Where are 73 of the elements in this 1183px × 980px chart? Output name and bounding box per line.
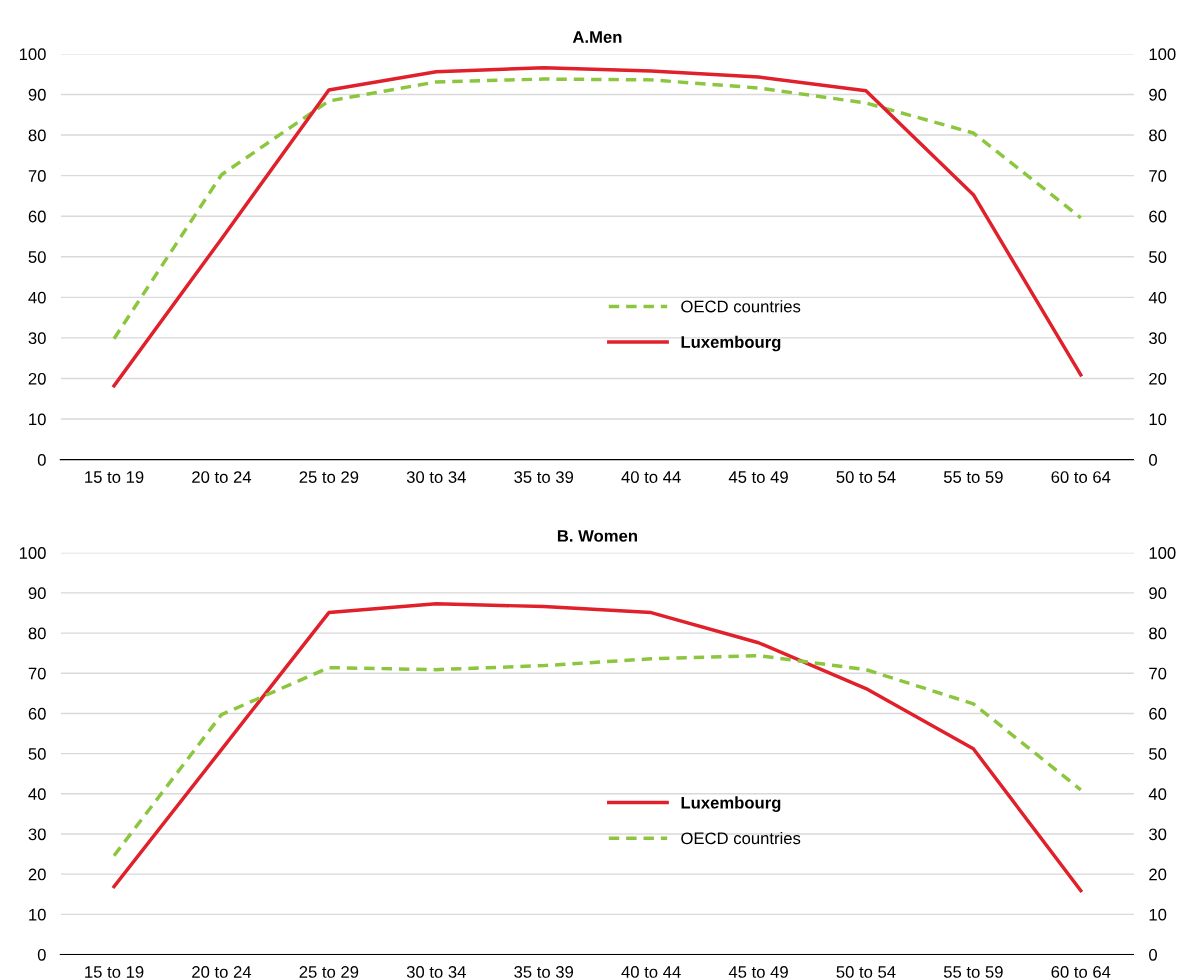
line-series (112, 65, 1083, 388)
y-tick-label: 70 (28, 170, 46, 182)
y2-tick-label: 40 (1148, 291, 1167, 304)
legend-label: OECD countries (681, 831, 801, 845)
y-tick-label: 40 (28, 291, 46, 304)
y-tick-label: 80 (28, 129, 46, 142)
y2-tick-label: 50 (1149, 251, 1167, 263)
x-tick-label: 60 to 64 (1051, 471, 1111, 483)
x-tick-label: 50 to 54 (836, 966, 896, 978)
legend-label: OECD countries (681, 300, 801, 313)
y2-tick-label: 100 (1149, 48, 1176, 61)
y-tick-label: 60 (28, 210, 46, 223)
chart-title: A.Men (572, 31, 622, 43)
y2-tick-label: 10 (1149, 413, 1167, 426)
x-tick-label: 25 to 29 (299, 471, 359, 483)
y2-tick-label: 20 (1149, 868, 1167, 881)
x-tick-label: 40 to 44 (621, 471, 681, 483)
y-tick-label: 0 (37, 948, 46, 961)
y-tick-label: 30 (28, 332, 46, 345)
x-tick-label: 60 to 64 (1051, 966, 1111, 978)
y-tick-label: 40 (28, 788, 46, 800)
y2-tick-label: 0 (1149, 948, 1157, 961)
y2-tick-label: 10 (1149, 908, 1167, 921)
y2-tick-label: 30 (1149, 332, 1167, 345)
y-tick-label: 100 (19, 547, 46, 559)
y2-tick-label: 90 (1149, 88, 1167, 101)
x-tick-label: 50 to 54 (836, 471, 896, 483)
y-tick-label: 10 (29, 908, 46, 921)
y-tick-label: 60 (28, 707, 46, 720)
x-tick-label: 45 to 49 (728, 966, 788, 978)
y-tick-label: 80 (28, 627, 46, 640)
x-tick-label: 20 to 24 (192, 966, 252, 978)
x-tick-label: 30 to 34 (406, 471, 466, 483)
y2-tick-label: 0 (1149, 454, 1157, 466)
y2-tick-label: 70 (1149, 667, 1167, 680)
x-tick-label: 35 to 39 (514, 471, 574, 483)
y-tick-label: 10 (29, 413, 46, 426)
y-tick-label: 30 (28, 828, 46, 841)
x-tick-label: 30 to 34 (406, 966, 466, 978)
y2-tick-label: 80 (1149, 627, 1167, 640)
y-tick-label: 20 (28, 868, 46, 881)
y-tick-label: 20 (28, 372, 46, 385)
y2-tick-label: 70 (1149, 170, 1167, 182)
legend-label: Luxembourg (681, 796, 781, 812)
y-tick-label: 70 (28, 667, 46, 680)
y2-tick-label: 90 (1149, 587, 1167, 600)
y-tick-label: 90 (28, 587, 46, 600)
x-tick-label: 15 to 19 (85, 471, 144, 483)
x-tick-label: 55 to 59 (943, 966, 1003, 978)
y-tick-label: 50 (28, 251, 46, 263)
y-tick-label: 100 (19, 48, 46, 61)
x-tick-label: 15 to 19 (85, 966, 144, 978)
x-tick-label: 35 to 39 (514, 966, 574, 978)
y2-tick-label: 50 (1149, 748, 1167, 760)
y2-tick-label: 60 (1149, 210, 1167, 223)
x-tick-label: 55 to 59 (943, 471, 1003, 483)
y2-tick-label: 80 (1149, 129, 1167, 142)
x-tick-label: 40 to 44 (621, 966, 681, 978)
y2-tick-label: 30 (1149, 828, 1167, 841)
y2-tick-label: 40 (1148, 788, 1167, 800)
line-series (112, 602, 1083, 893)
line-series (112, 653, 1083, 858)
legend-label: Luxembourg (681, 335, 781, 352)
x-tick-label: 45 to 49 (728, 471, 788, 483)
x-tick-label: 20 to 24 (192, 471, 252, 483)
y2-tick-label: 100 (1149, 547, 1176, 559)
y-tick-label: 50 (28, 748, 46, 760)
x-tick-label: 25 to 29 (299, 966, 359, 978)
y2-tick-label: 60 (1149, 707, 1167, 720)
y-tick-label: 90 (28, 88, 46, 101)
y2-tick-label: 20 (1149, 372, 1167, 385)
chart-title: B. Women (557, 530, 637, 542)
y-tick-label: 0 (37, 454, 46, 466)
